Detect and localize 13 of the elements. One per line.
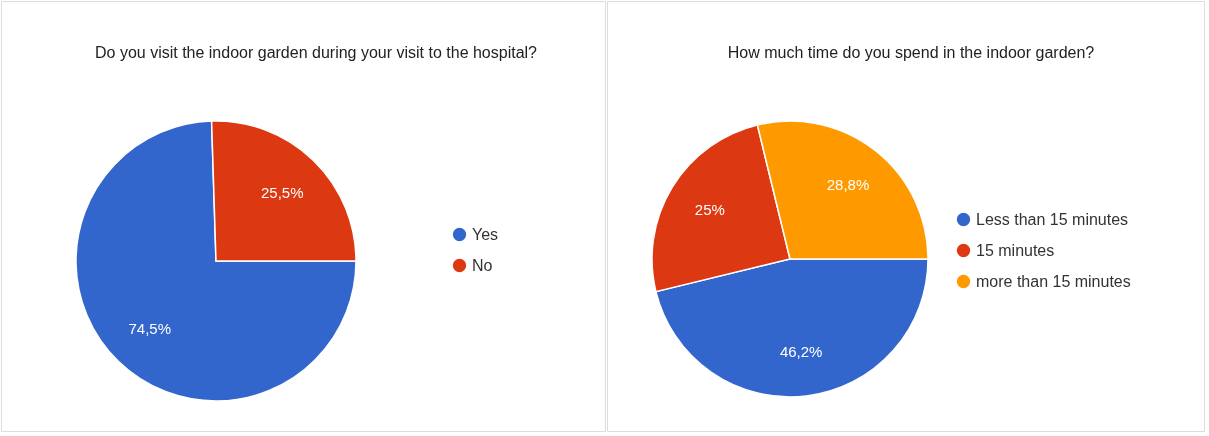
legend-label: Yes — [472, 225, 499, 243]
data-label: 25% — [694, 201, 725, 219]
legend-label: No — [472, 256, 493, 274]
data-label: 46,2% — [779, 343, 823, 361]
legend-label: more than 15 minutes — [976, 272, 1131, 290]
data-label: 28,8% — [826, 176, 870, 194]
data-label: 74,5% — [128, 320, 172, 338]
chart-title: Do you visit the indoor garden during your visit to the hospital? — [94, 44, 538, 61]
legend-label: 15 minutes — [976, 241, 1055, 259]
data-label: 25,5% — [260, 183, 304, 201]
pie-slice — [75, 120, 357, 402]
chart-title: How much time do you spend in the indoor garden? — [727, 44, 1095, 61]
legend-label: Less than 15 minutes — [976, 210, 1129, 228]
